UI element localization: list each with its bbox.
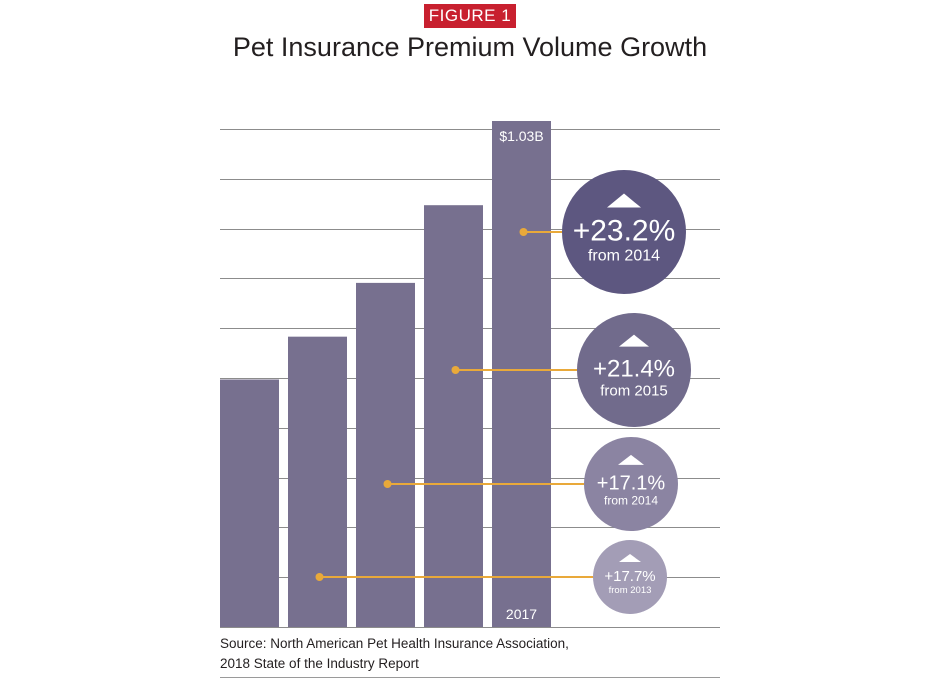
callout-subtext-2016: from 2015 <box>600 382 668 399</box>
callout-subtext-2014: from 2013 <box>609 585 652 596</box>
bar-2014 <box>288 336 347 627</box>
up-arrow-icon <box>618 454 644 465</box>
callout-bubble-2016 <box>577 313 691 427</box>
chart-title: Pet Insurance Premium Volume Growth <box>232 32 708 62</box>
footer-rule <box>220 677 720 678</box>
callout-percent-2014: +17.7% <box>604 568 655 585</box>
bar-2016 <box>424 205 483 627</box>
bar-value-label-2017: $1.03B <box>499 128 543 144</box>
callout-dot-2016 <box>451 366 460 374</box>
callout-dot-2014 <box>315 573 324 581</box>
callout-subtext-2015: from 2014 <box>604 494 658 508</box>
callout-subtext-2017: from 2014 <box>588 247 660 264</box>
callout-percent-2017: +23.2% <box>573 214 676 247</box>
callout-dot-2015 <box>383 480 392 488</box>
callout-bubble-2014 <box>593 540 667 614</box>
source-line-1: Source: North American Pet Health Insura… <box>220 636 569 651</box>
callout-bubble-2017 <box>562 170 686 294</box>
figure-label: FIGURE 1 <box>424 4 516 28</box>
bar-2015 <box>356 282 415 627</box>
bar-2013 <box>220 379 279 627</box>
up-arrow-icon <box>619 334 649 347</box>
callout-percent-2015: +17.1% <box>597 473 666 495</box>
callout-percent-2016: +21.4% <box>593 356 675 383</box>
callout-bubble-2015 <box>584 437 678 531</box>
bar-2017 <box>492 121 551 627</box>
source-line-2: 2018 State of the Industry Report <box>220 656 419 671</box>
up-arrow-icon <box>619 554 641 563</box>
callout-dot-2017 <box>519 228 528 236</box>
source-note: Source: North American Pet Health Insura… <box>220 634 569 674</box>
bar-category-label-2017: 2017 <box>506 606 537 622</box>
up-arrow-icon <box>607 193 641 208</box>
